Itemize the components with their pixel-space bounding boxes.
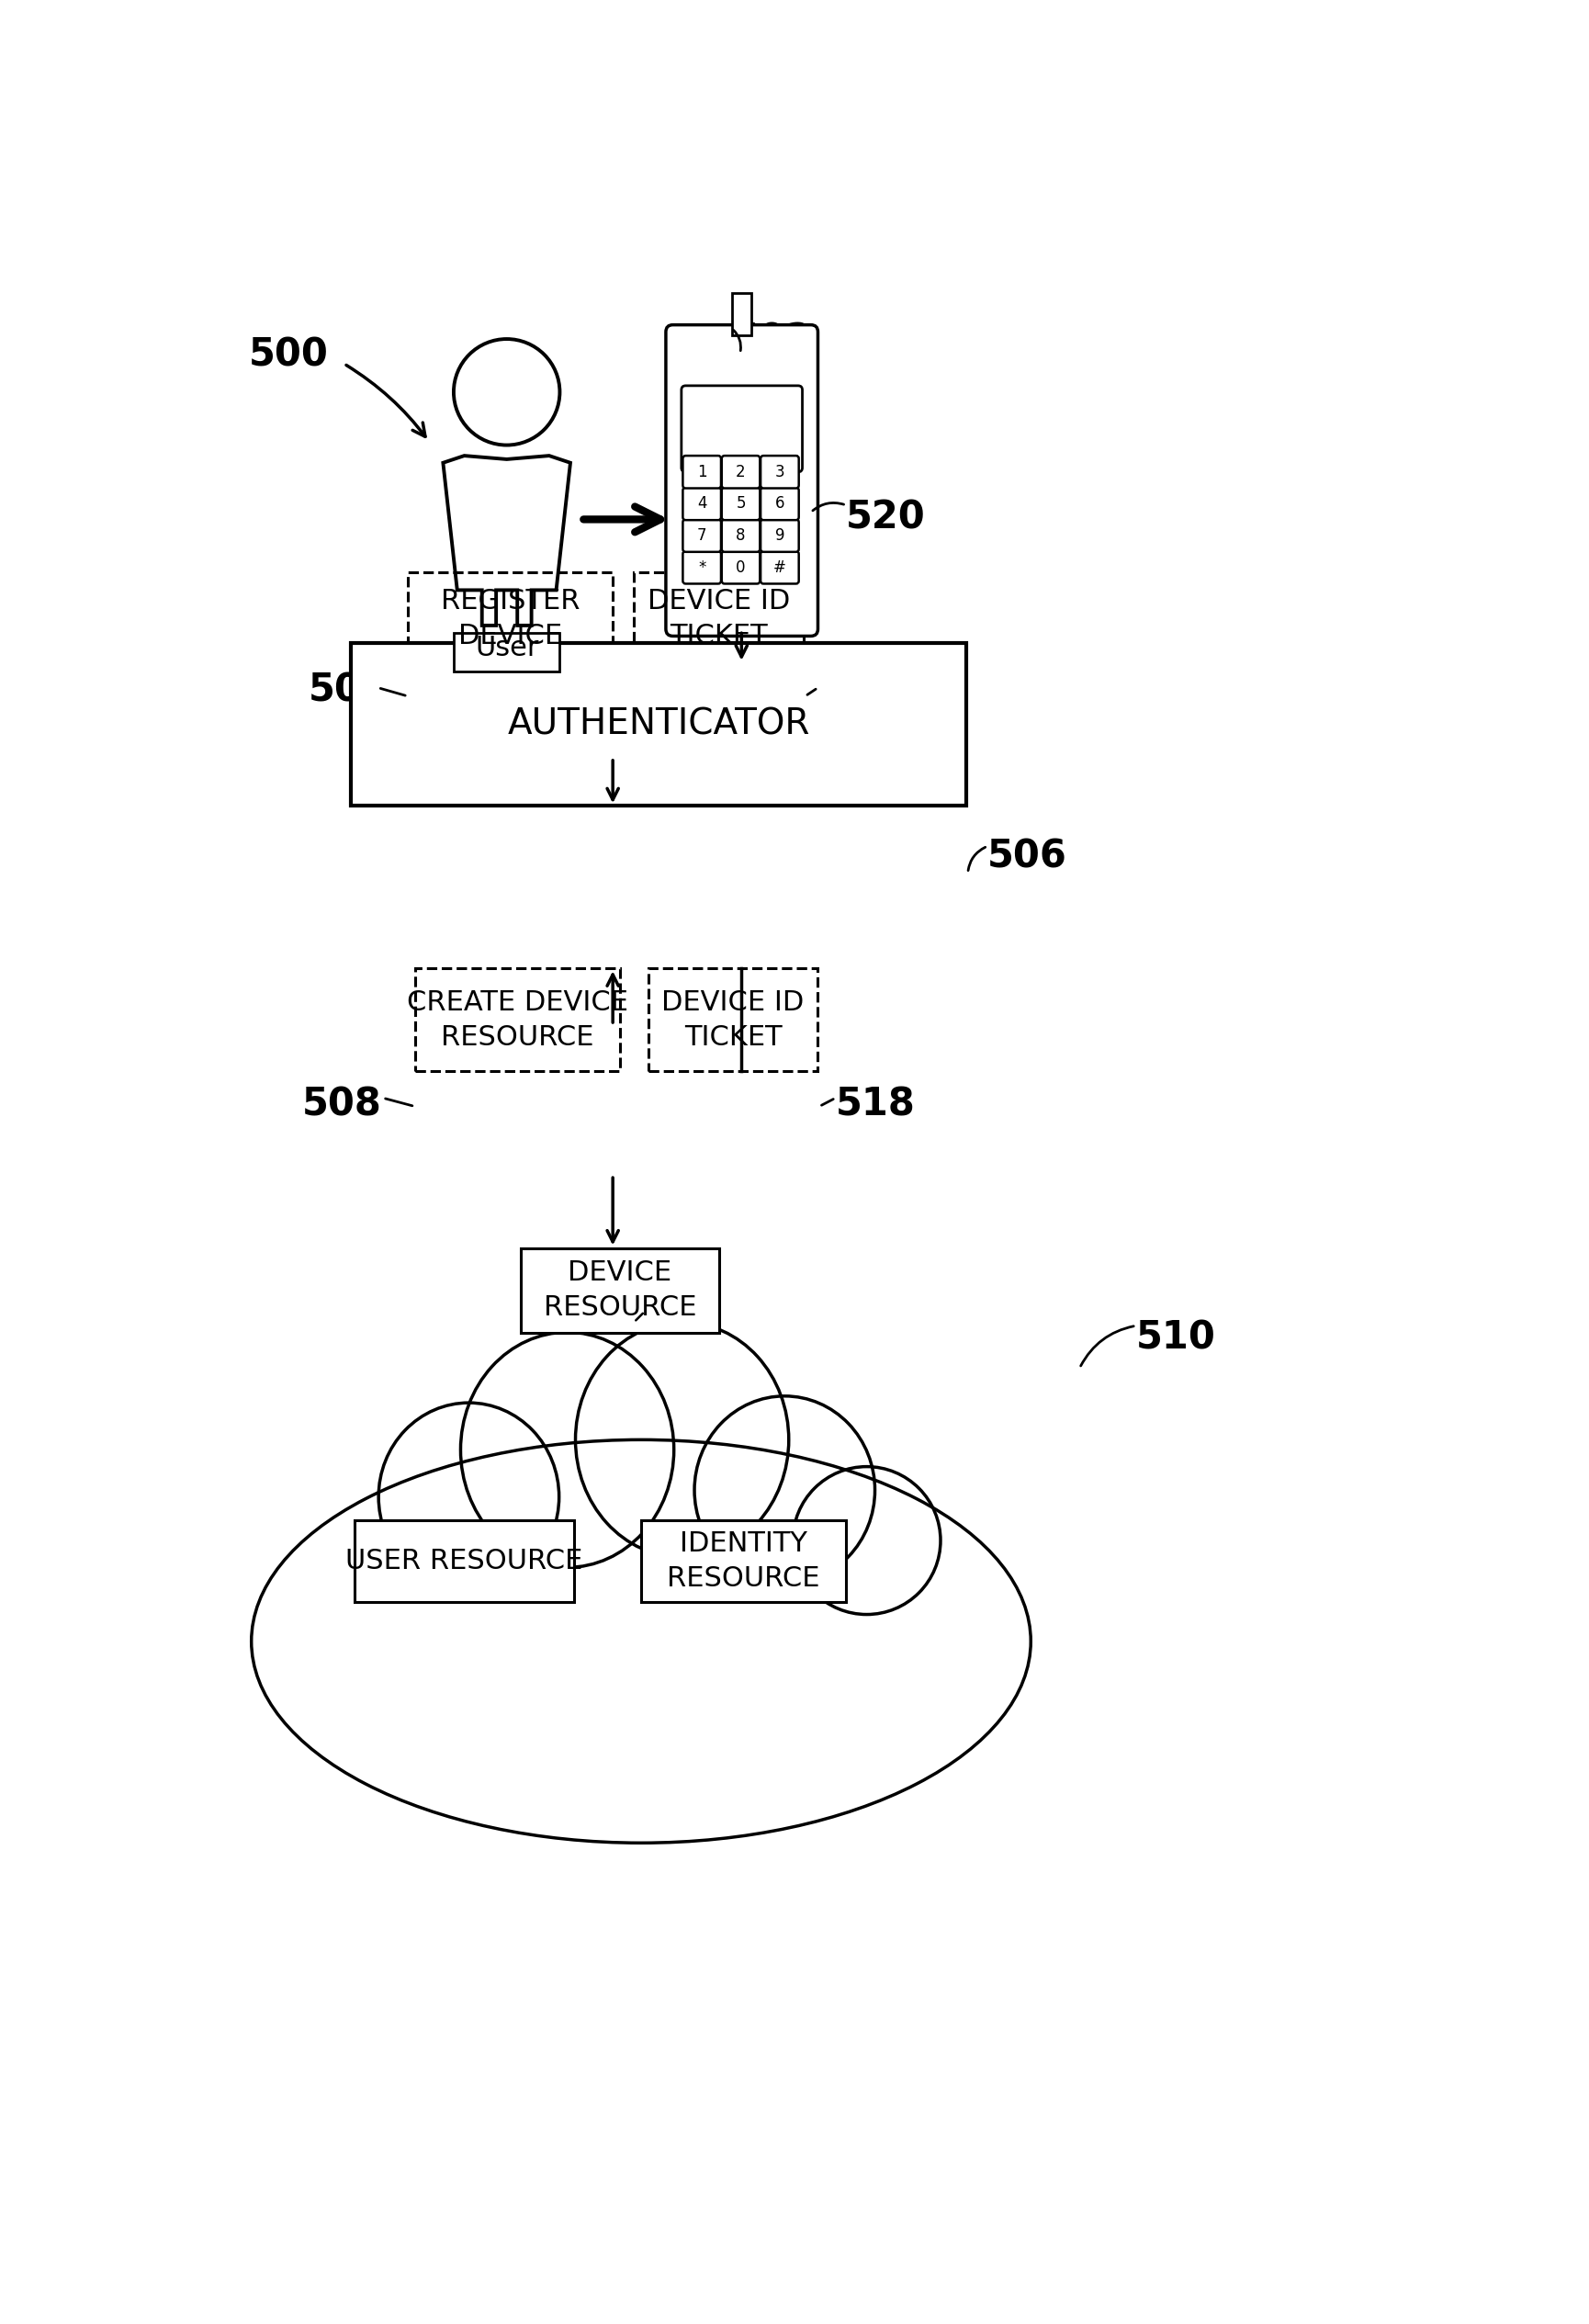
Text: 4: 4	[698, 495, 707, 511]
FancyBboxPatch shape	[683, 518, 721, 551]
Bar	[415, 969, 620, 1071]
FancyBboxPatch shape	[721, 551, 760, 583]
Text: CREATE DEVICE
RESOURCE: CREATE DEVICE RESOURCE	[407, 990, 628, 1050]
Text: IDENTITY
RESOURCE: IDENTITY RESOURCE	[667, 1529, 820, 1592]
Ellipse shape	[378, 1404, 559, 1592]
Text: DEVICE ID
TICKET: DEVICE ID TICKET	[648, 588, 790, 648]
Text: 516: 516	[645, 1308, 713, 1339]
Text: 2: 2	[736, 465, 745, 481]
Bar	[354, 1520, 574, 1601]
Text: 518: 518	[818, 672, 898, 711]
FancyBboxPatch shape	[761, 488, 799, 521]
FancyBboxPatch shape	[682, 386, 802, 472]
Text: #: #	[774, 560, 787, 576]
Text: 3: 3	[775, 465, 785, 481]
FancyBboxPatch shape	[721, 488, 760, 521]
Text: DEVICE ID
TICKET: DEVICE ID TICKET	[661, 990, 804, 1050]
Ellipse shape	[793, 1466, 941, 1615]
Bar	[648, 969, 818, 1071]
Bar	[358, 1590, 435, 1601]
FancyBboxPatch shape	[761, 551, 799, 583]
Ellipse shape	[575, 1322, 788, 1557]
Bar	[634, 572, 804, 665]
Text: 6: 6	[775, 495, 785, 511]
Text: *: *	[698, 560, 706, 576]
Ellipse shape	[694, 1397, 876, 1585]
Text: AUTHENTICATOR: AUTHENTICATOR	[507, 706, 810, 741]
Text: USER RESOURCE: USER RESOURCE	[346, 1548, 583, 1573]
Text: 9: 9	[775, 528, 785, 544]
Bar	[521, 1248, 718, 1332]
Text: 500: 500	[248, 335, 329, 374]
Text: 5: 5	[736, 495, 745, 511]
Text: 510: 510	[1136, 1318, 1216, 1357]
Bar	[408, 572, 613, 665]
FancyBboxPatch shape	[761, 456, 799, 488]
Text: DEVICE
RESOURCE: DEVICE RESOURCE	[543, 1260, 696, 1320]
Text: 1: 1	[698, 465, 707, 481]
Text: 0: 0	[736, 560, 745, 576]
FancyBboxPatch shape	[721, 518, 760, 551]
Bar	[454, 632, 559, 672]
FancyBboxPatch shape	[666, 325, 818, 637]
Text: 7: 7	[698, 528, 707, 544]
Text: 520: 520	[847, 497, 926, 537]
FancyBboxPatch shape	[721, 456, 760, 488]
Ellipse shape	[251, 1441, 1031, 1843]
Text: User: User	[475, 634, 539, 662]
Ellipse shape	[461, 1332, 674, 1566]
Text: 8: 8	[736, 528, 745, 544]
Text: REGISTER
DEVICE: REGISTER DEVICE	[440, 588, 580, 648]
Text: 504: 504	[308, 672, 388, 711]
Text: 508: 508	[302, 1085, 381, 1125]
Bar	[640, 1520, 847, 1601]
Bar	[731, 293, 752, 335]
Text: 502: 502	[733, 321, 812, 360]
Bar	[351, 644, 966, 806]
Text: 506: 506	[988, 837, 1068, 876]
Text: 518: 518	[836, 1085, 915, 1125]
FancyBboxPatch shape	[683, 488, 721, 521]
FancyBboxPatch shape	[683, 456, 721, 488]
FancyBboxPatch shape	[683, 551, 721, 583]
FancyBboxPatch shape	[761, 518, 799, 551]
